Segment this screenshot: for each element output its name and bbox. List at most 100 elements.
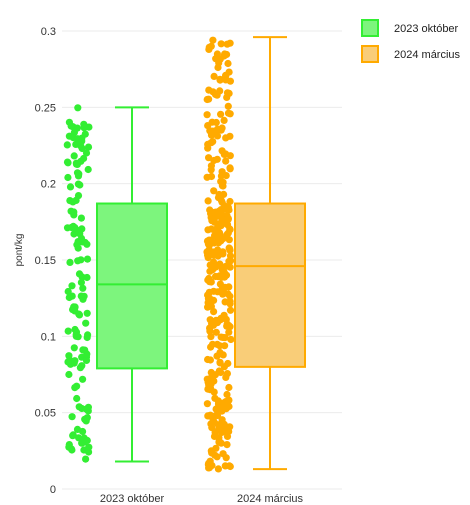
data-point xyxy=(209,88,217,96)
data-point xyxy=(218,124,226,132)
data-point xyxy=(223,93,231,101)
data-point xyxy=(212,208,220,216)
data-point xyxy=(210,72,218,80)
data-point xyxy=(224,102,232,110)
data-point xyxy=(77,214,85,222)
data-point xyxy=(72,225,80,234)
data-point xyxy=(225,236,233,244)
data-point xyxy=(204,461,212,469)
data-point xyxy=(79,346,87,354)
data-point xyxy=(227,257,235,265)
data-point xyxy=(211,394,219,402)
data-point xyxy=(84,143,93,151)
data-point xyxy=(210,308,218,316)
data-point xyxy=(66,258,74,266)
data-point xyxy=(210,187,218,195)
data-point xyxy=(79,284,87,292)
data-point xyxy=(207,333,215,341)
data-point xyxy=(223,370,231,378)
data-point xyxy=(68,413,76,421)
data-point xyxy=(217,40,225,48)
data-point xyxy=(83,309,91,317)
legend-label: 2024 március xyxy=(394,49,461,61)
y-tick-labels: 0 0.05 0.1 0.15 0.2 0.25 0.3 xyxy=(35,26,56,496)
data-point xyxy=(78,362,86,370)
data-point xyxy=(84,331,92,339)
data-point xyxy=(219,351,227,359)
data-point xyxy=(221,462,229,470)
data-point xyxy=(207,172,216,181)
data-point xyxy=(67,207,75,215)
data-point xyxy=(226,300,234,308)
jitter-points xyxy=(63,36,235,473)
data-point xyxy=(224,59,232,68)
data-point xyxy=(71,357,79,365)
data-point xyxy=(227,335,235,344)
data-point xyxy=(69,198,77,206)
data-point xyxy=(77,157,85,165)
y-tick-label: 0.15 xyxy=(35,255,56,267)
data-point xyxy=(209,127,217,135)
data-point xyxy=(204,276,212,284)
data-point xyxy=(74,172,83,180)
data-point xyxy=(225,397,233,405)
data-point xyxy=(216,87,224,95)
x-tick-labels: 2023 október 2024 március xyxy=(100,493,304,505)
data-point xyxy=(83,273,91,282)
y-axis-title: pont/kg xyxy=(14,234,25,267)
data-point xyxy=(83,436,91,445)
data-point xyxy=(226,197,234,206)
data-point xyxy=(222,172,230,180)
data-point xyxy=(205,236,213,244)
data-point xyxy=(77,234,86,242)
data-point xyxy=(215,438,223,446)
data-point xyxy=(209,36,217,44)
data-point xyxy=(222,157,230,165)
data-point xyxy=(217,368,225,377)
data-point xyxy=(206,267,214,275)
data-point xyxy=(65,293,73,302)
data-point xyxy=(221,205,230,213)
data-point xyxy=(226,165,234,173)
data-point xyxy=(222,71,230,79)
data-point xyxy=(220,363,228,371)
data-point xyxy=(75,403,83,411)
data-point xyxy=(219,333,227,342)
data-point xyxy=(65,370,73,379)
data-point xyxy=(70,344,78,352)
data-point xyxy=(70,152,78,160)
data-point xyxy=(223,40,231,48)
data-point xyxy=(211,227,219,235)
data-point xyxy=(83,240,91,248)
data-point xyxy=(212,328,220,336)
data-point xyxy=(206,327,214,335)
data-point xyxy=(205,294,214,302)
data-point xyxy=(213,155,221,163)
x-tick-label: 2023 október xyxy=(100,493,165,505)
data-point xyxy=(203,400,211,408)
data-point xyxy=(203,95,211,104)
data-point xyxy=(213,132,222,140)
data-point xyxy=(208,373,216,381)
legend: 2023 október 2024 március xyxy=(361,19,461,63)
legend-swatch xyxy=(361,19,379,37)
data-point xyxy=(72,332,80,340)
x-tick-label: 2024 március xyxy=(237,493,304,505)
y-tick-label: 0.1 xyxy=(41,331,56,343)
data-point xyxy=(204,197,212,205)
data-point xyxy=(217,314,225,322)
data-point xyxy=(226,423,234,431)
data-point xyxy=(213,453,221,461)
data-point xyxy=(225,244,233,252)
data-point xyxy=(225,328,233,336)
data-point xyxy=(67,445,75,453)
data-point xyxy=(206,356,214,364)
data-point xyxy=(208,319,216,328)
data-point xyxy=(82,405,90,413)
data-point xyxy=(223,441,231,449)
data-point xyxy=(208,118,216,126)
data-point xyxy=(204,385,212,393)
data-point xyxy=(74,104,82,112)
y-tick-label: 0.05 xyxy=(35,408,56,420)
